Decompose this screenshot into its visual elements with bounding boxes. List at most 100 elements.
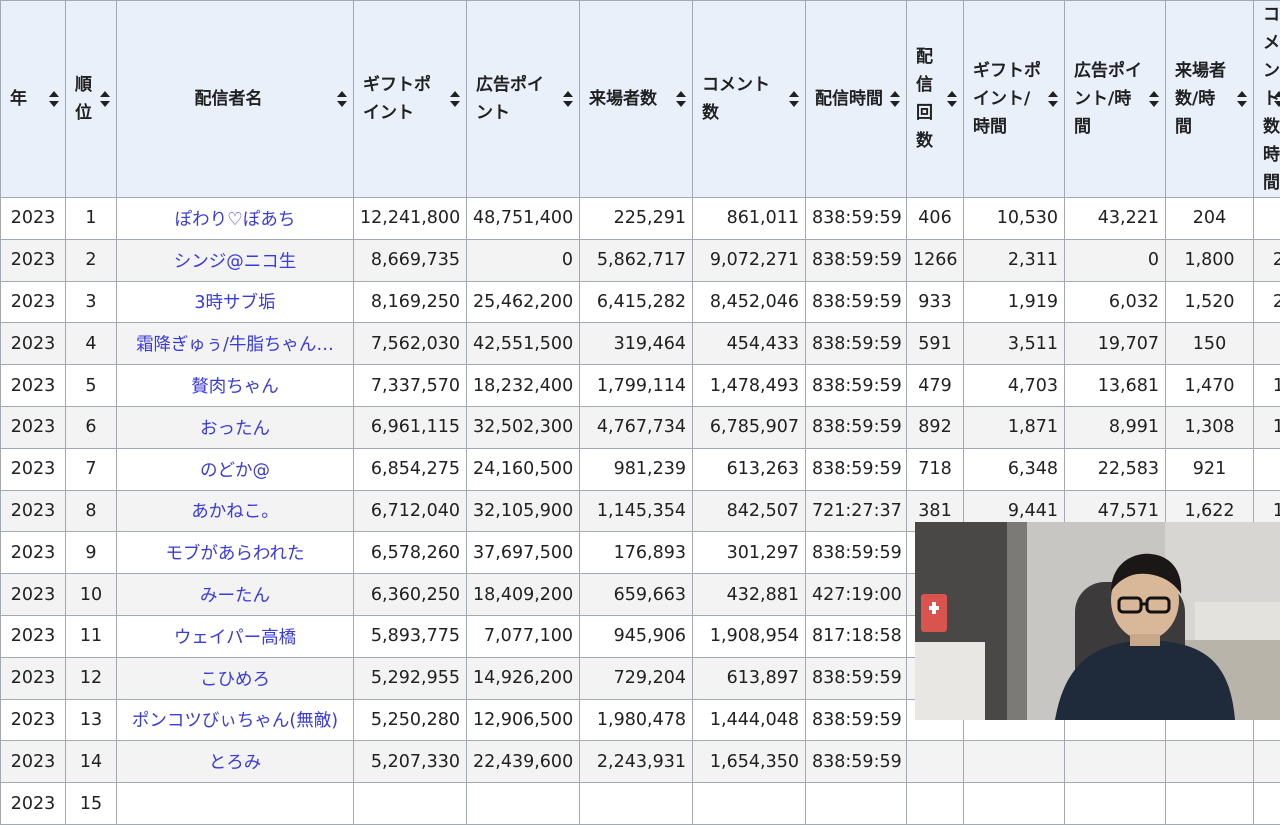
table-cell: 10 <box>66 574 117 616</box>
sort-icon[interactable] <box>1149 91 1159 107</box>
table-cell <box>1254 448 1280 490</box>
sort-icon[interactable] <box>1274 91 1280 107</box>
column-header[interactable]: 順位 <box>66 1 117 198</box>
sort-icon[interactable] <box>563 91 573 107</box>
table-cell: 1,470 <box>1166 365 1254 407</box>
streamer-name-link[interactable]: のどか@ <box>117 448 354 490</box>
sort-icon[interactable] <box>450 91 460 107</box>
table-cell: 721:27:37 <box>806 490 907 532</box>
table-cell: 659,663 <box>580 574 693 616</box>
table-cell: 1,908,954 <box>693 615 806 657</box>
table-cell: 838:59:59 <box>806 532 907 574</box>
table-cell: 921 <box>1166 448 1254 490</box>
sort-icon[interactable] <box>890 91 900 107</box>
column-header[interactable]: 広告ポイント/時間 <box>1065 1 1166 198</box>
table-cell: 2,243,931 <box>580 741 693 783</box>
table-cell: 22,583 <box>1065 448 1166 490</box>
column-header[interactable]: 来場者数 <box>580 1 693 198</box>
table-cell: 0 <box>467 239 580 281</box>
table-cell: 24,160,500 <box>467 448 580 490</box>
table-cell <box>964 741 1065 783</box>
table-cell: 2023 <box>1 490 66 532</box>
column-header-label: 広告ポイント/時間 <box>1074 61 1142 137</box>
streamer-name-link[interactable]: モブがあらわれた <box>117 532 354 574</box>
table-cell: 32,105,900 <box>467 490 580 532</box>
table-cell: 5,207,330 <box>354 741 467 783</box>
column-header-label: ギフトポイント <box>363 75 431 123</box>
table-cell: 4 <box>66 323 117 365</box>
table-cell: 432,881 <box>693 574 806 616</box>
streamer-name-link[interactable] <box>117 783 354 825</box>
sort-icon[interactable] <box>337 91 347 107</box>
column-header[interactable]: 広告ポイント <box>467 1 580 198</box>
table-cell: 838:59:59 <box>806 239 907 281</box>
table-cell: 2 <box>1254 281 1280 323</box>
streamer-name-link[interactable]: 3時サブ垢 <box>117 281 354 323</box>
streamer-name-link[interactable]: こひめろ <box>117 657 354 699</box>
table-cell: 2023 <box>1 783 66 825</box>
streamer-name-link[interactable]: おったん <box>117 406 354 448</box>
table-cell: 2023 <box>1 532 66 574</box>
sort-icon[interactable] <box>49 91 59 107</box>
sort-icon[interactable] <box>1237 91 1247 107</box>
column-header[interactable]: 配信回数 <box>907 1 964 198</box>
table-cell: 2 <box>1254 239 1280 281</box>
table-cell <box>1065 783 1166 825</box>
table-cell: 6,348 <box>964 448 1065 490</box>
streamer-name-link[interactable]: 霜降ぎゅぅ/牛脂ちゃん… <box>117 323 354 365</box>
table-cell: 2 <box>66 239 117 281</box>
table-cell: 14,926,200 <box>467 657 580 699</box>
table-cell <box>467 783 580 825</box>
streamer-name-link[interactable]: あかねこ。 <box>117 490 354 532</box>
table-cell <box>1254 198 1280 240</box>
table-cell: 48,751,400 <box>467 198 580 240</box>
column-header[interactable]: 来場者数/時間 <box>1166 1 1254 198</box>
table-cell <box>1166 783 1254 825</box>
streamer-name-link[interactable]: とろみ <box>117 741 354 783</box>
column-header-label: 来場者数 <box>589 89 657 109</box>
table-cell: 5,893,775 <box>354 615 467 657</box>
sort-icon[interactable] <box>676 91 686 107</box>
table-cell: 19,707 <box>1065 323 1166 365</box>
column-header[interactable]: ギフトポイント <box>354 1 467 198</box>
column-header-label: 配信時間 <box>815 89 883 109</box>
table-cell: 32,502,300 <box>467 406 580 448</box>
column-header[interactable]: コメント数 <box>693 1 806 198</box>
column-header[interactable]: 配信者名 <box>117 1 354 198</box>
column-header[interactable]: 配信時間 <box>806 1 907 198</box>
sort-icon[interactable] <box>1048 91 1058 107</box>
table-cell: 838:59:59 <box>806 657 907 699</box>
table-cell: 817:18:58 <box>806 615 907 657</box>
table-cell: 319,464 <box>580 323 693 365</box>
table-cell <box>1254 783 1280 825</box>
table-cell <box>907 741 964 783</box>
table-cell: 18,232,400 <box>467 365 580 407</box>
table-cell: 1,800 <box>1166 239 1254 281</box>
table-cell: 1,799,114 <box>580 365 693 407</box>
streamer-name-link[interactable]: ぽわり♡ぽあち <box>117 198 354 240</box>
table-cell <box>1254 741 1280 783</box>
streamer-name-link[interactable]: みーたん <box>117 574 354 616</box>
streamer-name-link[interactable]: ウェイパー高橋 <box>117 615 354 657</box>
sort-icon[interactable] <box>100 91 110 107</box>
table-cell: 225,291 <box>580 198 693 240</box>
streamer-name-link[interactable]: 贅肉ちゃん <box>117 365 354 407</box>
table-cell: 2023 <box>1 574 66 616</box>
table-cell: 25,462,200 <box>467 281 580 323</box>
table-cell <box>1065 741 1166 783</box>
table-cell: 8,669,735 <box>354 239 467 281</box>
column-header[interactable]: コメント数/時間 <box>1254 1 1280 198</box>
table-cell: 2023 <box>1 657 66 699</box>
sort-icon[interactable] <box>789 91 799 107</box>
streamer-name-link[interactable]: シンジ@ニコ生 <box>117 239 354 281</box>
table-cell: 2023 <box>1 323 66 365</box>
table-cell <box>580 783 693 825</box>
column-header[interactable]: 年 <box>1 1 66 198</box>
column-header[interactable]: ギフトポイント/時間 <box>964 1 1065 198</box>
sort-icon[interactable] <box>947 91 957 107</box>
